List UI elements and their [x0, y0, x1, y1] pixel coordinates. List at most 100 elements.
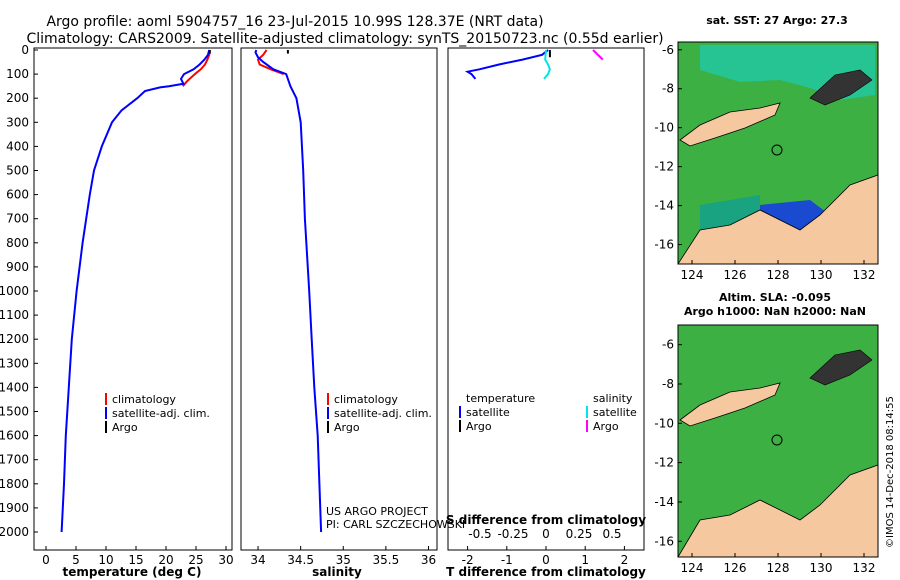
sla-map	[677, 324, 879, 558]
depth-tick-label: 1100	[0, 308, 29, 322]
map-lon-label: 130	[810, 561, 833, 575]
depth-tick-label: 1300	[0, 356, 29, 370]
map-lon-label: 124	[681, 561, 704, 575]
x-tick-top-label: -0.5	[468, 527, 491, 541]
sst-land-timor	[679, 102, 781, 147]
x-tick-label: 2	[621, 553, 629, 567]
legend-temp-argo-label: Argo	[466, 420, 492, 433]
x-tick-label: 36	[421, 553, 436, 567]
legend-temperature-heading: temperature	[466, 392, 535, 405]
credit-line2: PI: CARL SZCZECHOWSKI	[326, 518, 465, 531]
difference-panel-frame	[447, 47, 645, 551]
x-tick-top-label: 0.5	[602, 527, 621, 541]
x-tick-label: 34	[250, 553, 265, 567]
depth-tick-label: 1200	[0, 332, 29, 346]
x-tick-label: 10	[98, 553, 113, 567]
legend-satellite-label: satellite-adj. clim.	[112, 407, 210, 420]
legend-argo-label: Argo	[334, 421, 360, 434]
x-tick-label: 20	[158, 553, 173, 567]
difference-xlabel-top: S difference from climatology	[446, 513, 646, 527]
x-tick-label: -2	[462, 553, 474, 567]
series-line-salinity-satellite	[543, 49, 551, 80]
difference-chart: -2 -1 0 1 2 -0.5 -0.25 0 0.25 0.5	[462, 49, 629, 567]
x-tick-label: 34.5	[287, 553, 314, 567]
map-lat-label: -10	[654, 416, 674, 430]
x-tick-label: 35	[336, 553, 351, 567]
depth-tick-label: 2000	[0, 525, 29, 539]
series-line-climatology	[182, 49, 211, 87]
map-lon-label: 124	[681, 268, 704, 282]
x-tick-label: 15	[128, 553, 143, 567]
x-tick-top-label: -0.25	[497, 527, 528, 541]
depth-tick-label: 1800	[0, 477, 29, 491]
sst-argo-location	[771, 144, 783, 156]
temperature-xlabel: temperature (deg C)	[63, 565, 202, 579]
footer-timestamp: ©IMOS 14-Dec-2018 08:14:55	[885, 396, 896, 548]
legend-satellite-label: satellite-adj. clim.	[334, 407, 432, 420]
credit-line1: US ARGO PROJECT	[326, 505, 428, 518]
depth-tick-label: 1600	[0, 429, 29, 443]
depth-tick-label: 900	[6, 260, 29, 274]
series-line-satellite-adj-clim-	[60, 49, 211, 533]
legend-sal-satellite-label: satellite	[593, 406, 637, 419]
sst-land-islands	[809, 69, 873, 106]
map-lat-label: -12	[654, 160, 674, 174]
map-lat-label: -14	[654, 495, 674, 509]
map-lon-label: 132	[853, 268, 876, 282]
x-tick-top-label: 0	[542, 527, 550, 541]
series-line-temperature-satellite	[464, 49, 549, 80]
sla-land-timor	[679, 382, 781, 427]
map-lat-label: -8	[662, 377, 674, 391]
map-lon-label: 132	[853, 561, 876, 575]
depth-tick-label: 600	[6, 188, 29, 202]
sst-map-axes: 124 126 128 130 132 -6 -8 -10 -12 -14 -16	[654, 43, 875, 282]
temperature-chart: 0 5 10 15 20 25 30	[42, 49, 234, 567]
sla-argo-location	[771, 434, 783, 446]
sst-map-title: sat. SST: 27 Argo: 27.3	[706, 14, 848, 27]
depth-tick-label: 1400	[0, 380, 29, 394]
legend-climatology-label: climatology	[112, 393, 176, 406]
map-lat-label: -16	[654, 534, 674, 548]
map-lat-label: -8	[662, 82, 674, 96]
title-line2: Climatology: CARS2009. Satellite-adjuste…	[26, 31, 663, 47]
depth-tick-label: 500	[6, 164, 29, 178]
depth-axis: 0 100 200 300 400 500 600 700 800 900 1000 1100 1200…	[0, 43, 38, 539]
map-lon-label: 128	[767, 268, 790, 282]
sla-map-axes: 124 126 128 130 132 -6 -8 -10 -12 -14 -16	[654, 338, 875, 575]
map-lon-label: 126	[724, 561, 747, 575]
legend-temp-satellite-label: satellite	[466, 406, 510, 419]
x-tick-label: 0	[542, 553, 550, 567]
map-lon-label: 126	[724, 268, 747, 282]
salinity-xlabel: salinity	[312, 565, 362, 579]
difference-legend: temperature satellite Argo salinity sate…	[459, 392, 637, 433]
difference-xlabel: T difference from climatology	[446, 565, 646, 579]
depth-tick-label: 1700	[0, 453, 29, 467]
legend-climatology-label: climatology	[334, 393, 398, 406]
temperature-panel-frame	[33, 47, 233, 551]
x-tick-top-label: 0.25	[566, 527, 593, 541]
depth-tick-label: 0	[21, 43, 29, 57]
x-tick-label: 5	[72, 553, 80, 567]
map-lat-label: -16	[654, 238, 674, 252]
depth-tick-label: 300	[6, 115, 29, 129]
salinity-legend: climatology satellite-adj. clim. Argo	[327, 393, 432, 434]
x-tick-label: 25	[188, 553, 203, 567]
sla-map-title1: Altim. SLA: -0.095	[719, 291, 831, 304]
sla-map-title2: Argo h1000: NaN h2000: NaN	[684, 305, 866, 318]
depth-tick-label: 100	[6, 67, 29, 81]
x-tick-label: 30	[218, 553, 233, 567]
x-tick-label: 35.5	[373, 553, 400, 567]
legend-sal-argo-label: Argo	[593, 420, 619, 433]
title-line1: Argo profile: aoml 5904757_16 23-Jul-201…	[46, 14, 543, 30]
temperature-legend: climatology satellite-adj. clim. Argo	[105, 393, 210, 434]
map-lon-label: 128	[767, 561, 790, 575]
map-lat-label: -10	[654, 121, 674, 135]
salinity-chart: 34 34.5 35 35.5 36	[250, 49, 436, 567]
salinity-panel-frame	[240, 47, 438, 551]
x-tick-label: 0	[42, 553, 50, 567]
legend-argo-label: Argo	[112, 421, 138, 434]
depth-tick-label: 800	[6, 236, 29, 250]
map-lat-label: -6	[662, 43, 674, 57]
map-lat-label: -14	[654, 199, 674, 213]
depth-tick-label: 200	[6, 91, 29, 105]
